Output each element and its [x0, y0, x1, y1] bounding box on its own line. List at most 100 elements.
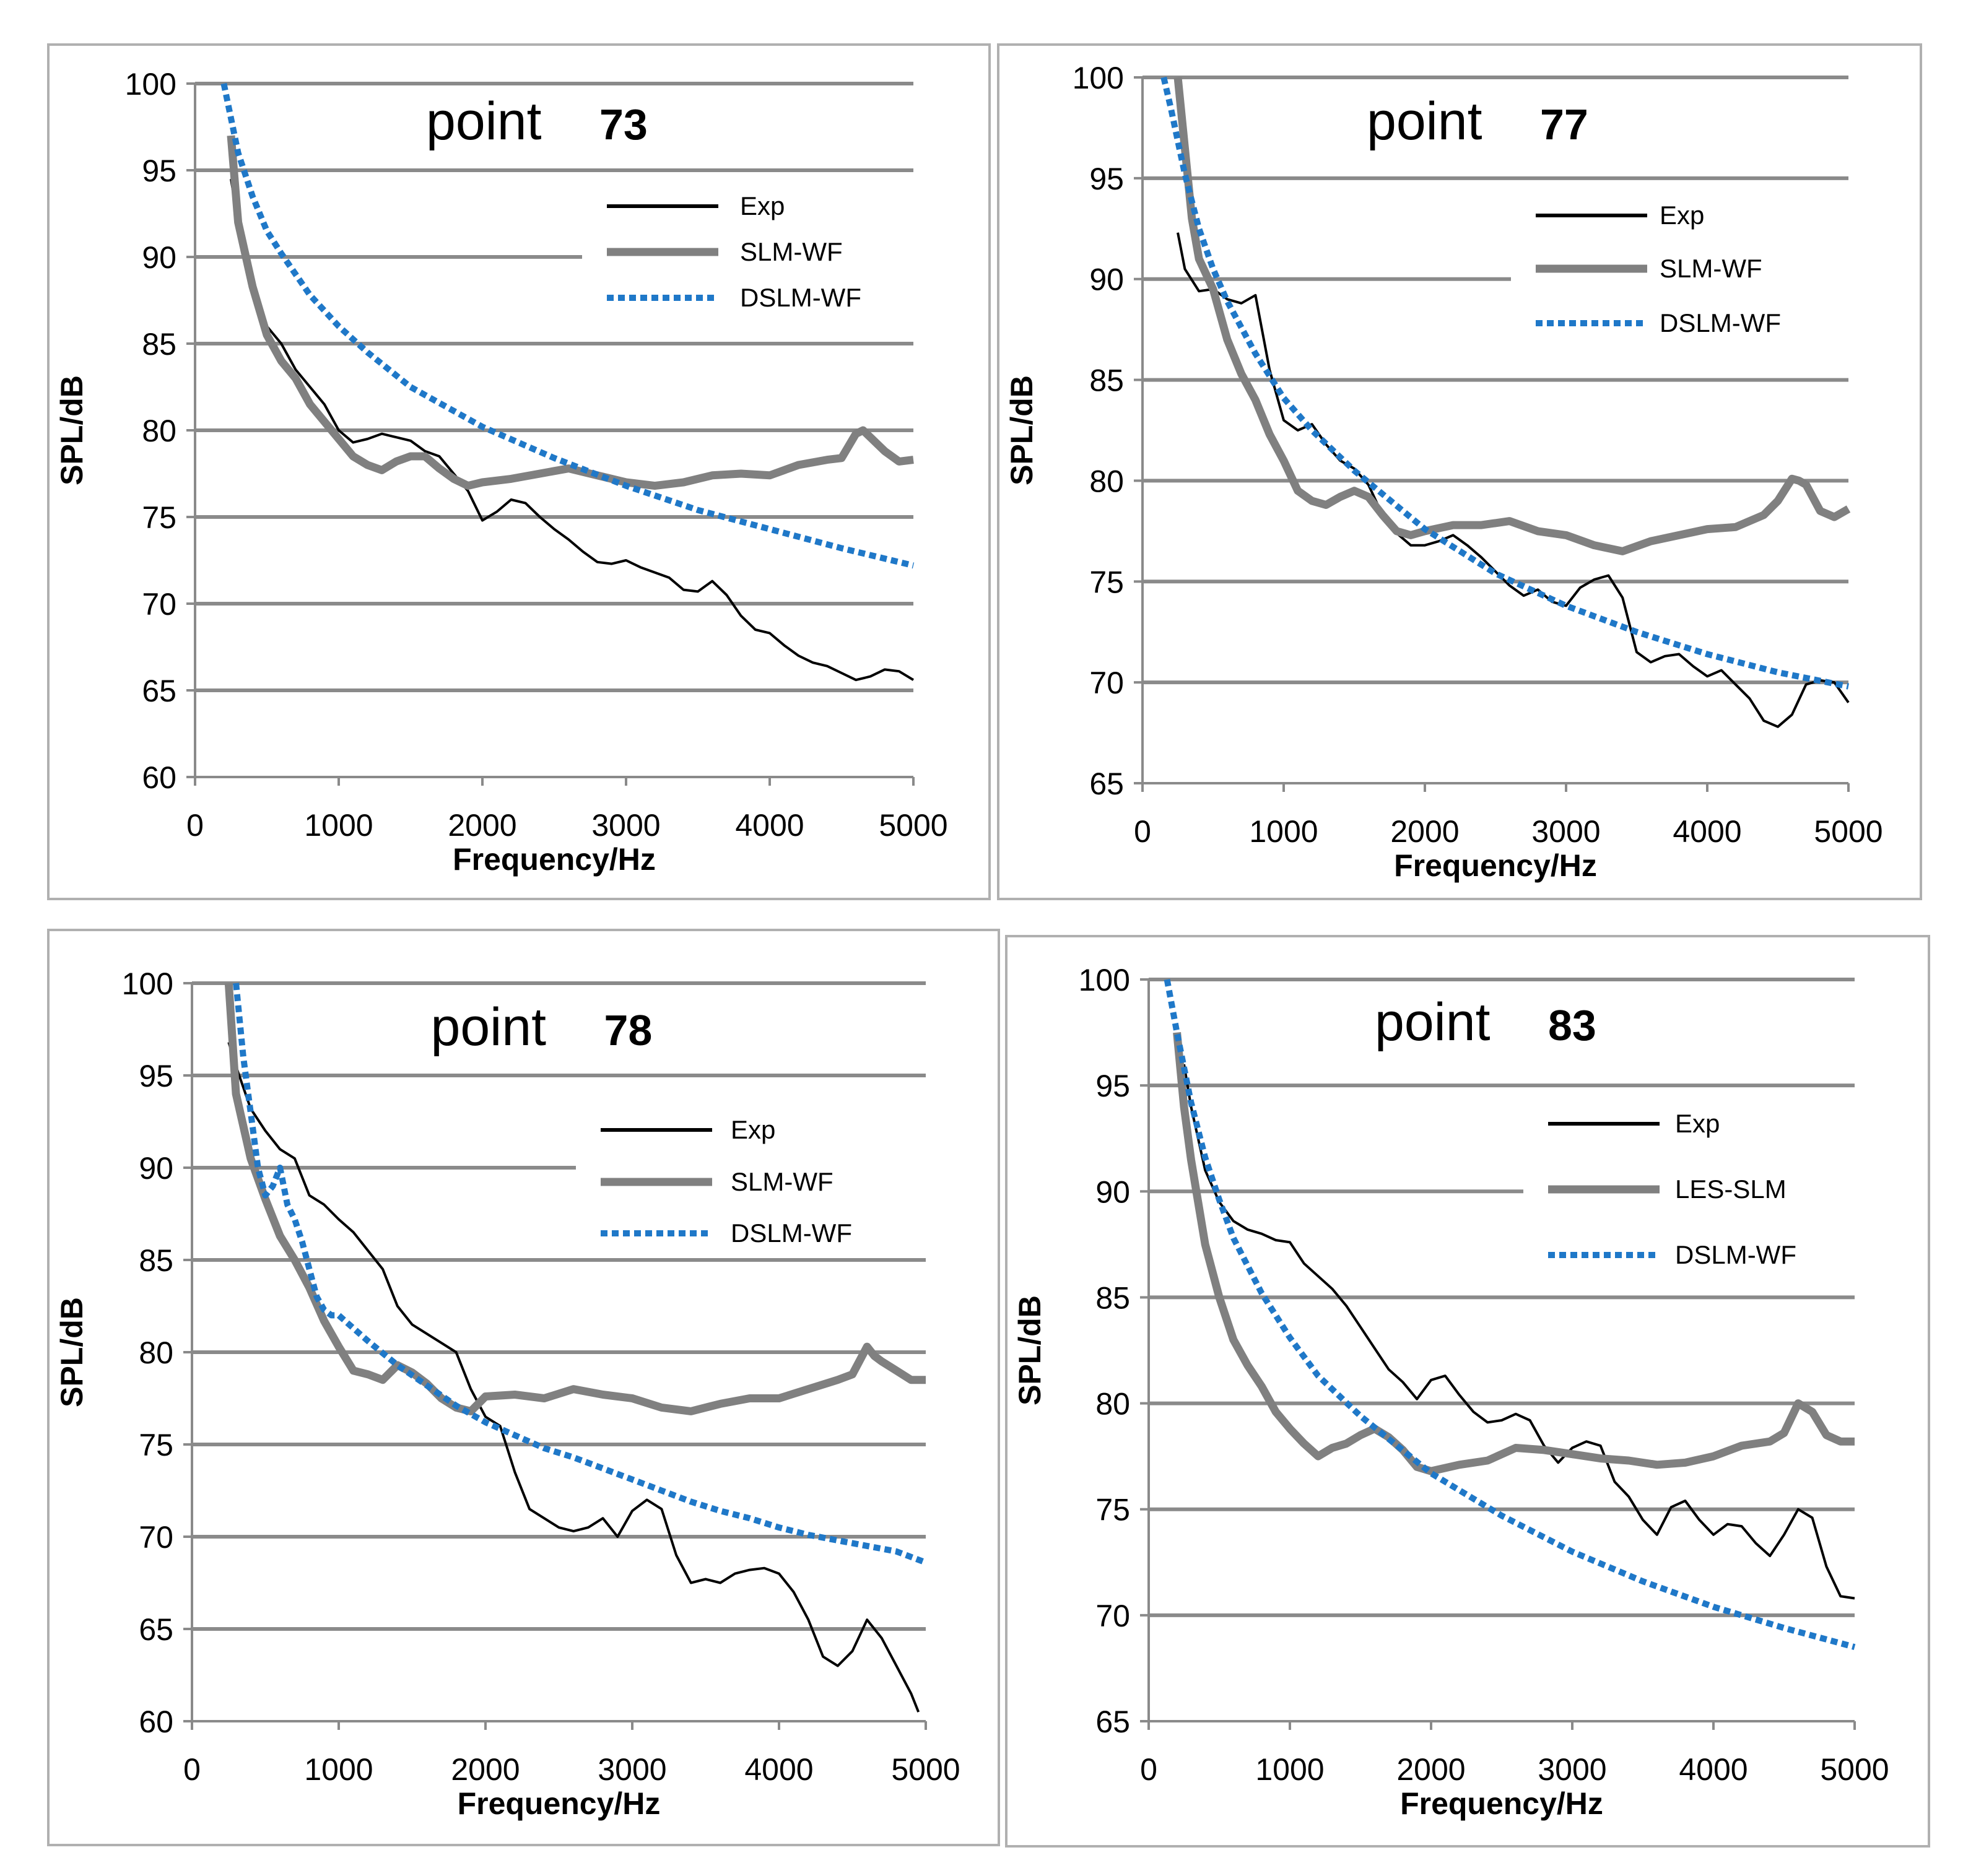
y-tick-label: 80	[1089, 464, 1124, 498]
y-tick-label: 60	[139, 1704, 173, 1739]
x-tick-label: 0	[183, 1752, 201, 1787]
series-line-dslm-wf	[1164, 979, 1856, 1651]
y-tick-label: 90	[1089, 263, 1124, 297]
chart-title-word: point	[1367, 92, 1482, 151]
y-tick-label: 70	[1089, 666, 1124, 700]
y-tick-label: 85	[142, 327, 176, 362]
chart-title-word: point	[431, 997, 547, 1057]
x-tick-label: 0	[186, 808, 204, 843]
x-tick-label: 2000	[1390, 814, 1459, 849]
y-tick-label: 65	[139, 1612, 173, 1647]
series-line-exp	[227, 1041, 920, 1713]
x-tick-label: 4000	[1679, 1752, 1748, 1787]
y-axis-label: SPL/dB	[54, 375, 89, 485]
y-tick-label: 95	[1089, 162, 1124, 196]
y-tick-label: 85	[1089, 363, 1124, 398]
y-tick-label: 90	[142, 240, 176, 275]
y-tick-label: 85	[1095, 1280, 1130, 1315]
panel-frame	[47, 43, 991, 900]
x-tick-label: 5000	[1814, 814, 1882, 849]
legend-label: Exp	[1660, 201, 1704, 230]
series-line-dslm-wf	[233, 983, 927, 1566]
legend-label: SLM-WF	[731, 1167, 834, 1196]
y-tick-label: 100	[125, 67, 176, 102]
series-line-dslm-wf	[1160, 76, 1849, 690]
y-tick-label: 80	[142, 414, 176, 448]
y-tick-label: 65	[1095, 1704, 1130, 1739]
y-tick-label: 65	[1089, 766, 1124, 801]
y-tick-label: 70	[1095, 1599, 1130, 1633]
y-tick-label: 100	[1073, 61, 1124, 95]
panel-frame	[997, 43, 1922, 900]
y-tick-label: 65	[142, 674, 176, 708]
x-tick-label: 0	[1134, 814, 1151, 849]
y-axis-label: SPL/dB	[1012, 1295, 1047, 1405]
x-tick-label: 0	[1140, 1752, 1157, 1787]
legend-label: Exp	[740, 191, 785, 220]
legend-label: SLM-WF	[740, 237, 843, 266]
legend-label: DSLM-WF	[740, 283, 861, 312]
y-tick-label: 95	[139, 1059, 173, 1093]
y-tick-label: 80	[1095, 1387, 1130, 1422]
y-tick-label: 75	[139, 1428, 173, 1462]
y-tick-label: 75	[142, 500, 176, 535]
y-tick-label: 80	[139, 1335, 173, 1370]
legend-label: Exp	[731, 1115, 775, 1144]
x-tick-label: 5000	[1820, 1752, 1889, 1787]
chart-title-number: 78	[604, 1006, 653, 1054]
x-tick-label: 2000	[448, 808, 516, 843]
chart-title-number: 83	[1548, 1001, 1596, 1049]
y-tick-label: 95	[1095, 1069, 1130, 1103]
x-tick-label: 2000	[451, 1752, 520, 1787]
y-tick-label: 90	[1095, 1175, 1130, 1209]
legend-label: DSLM-WF	[1675, 1240, 1796, 1269]
x-tick-label: 3000	[591, 808, 660, 843]
chart-title-word: point	[1375, 992, 1491, 1052]
legend-label: DSLM-WF	[1660, 308, 1781, 337]
y-tick-label: 90	[139, 1151, 173, 1186]
series-line-exp	[1177, 232, 1850, 728]
x-tick-label: 1000	[1249, 814, 1318, 849]
x-tick-label: 3000	[598, 1752, 666, 1787]
legend-label: DSLM-WF	[731, 1218, 852, 1248]
y-tick-label: 85	[139, 1243, 173, 1278]
legend-label: LES-SLM	[1675, 1175, 1787, 1204]
x-tick-label: 1000	[1255, 1752, 1324, 1787]
x-tick-label: 5000	[879, 808, 947, 843]
y-tick-label: 75	[1089, 565, 1124, 599]
panel-frame	[47, 929, 1000, 1846]
x-tick-label: 3000	[1531, 814, 1600, 849]
y-tick-label: 100	[1079, 963, 1130, 997]
series-line-slm-wf	[227, 135, 914, 490]
x-tick-label: 3000	[1538, 1752, 1606, 1787]
series-line-exp	[1183, 1064, 1855, 1600]
x-tick-label: 1000	[304, 808, 373, 843]
x-axis-label: Frequency/Hz	[1400, 1786, 1603, 1821]
series-line-exp	[230, 178, 915, 682]
y-tick-label: 95	[142, 154, 176, 188]
y-tick-label: 100	[122, 966, 173, 1001]
y-axis-label: SPL/dB	[1004, 375, 1039, 485]
legend-label: SLM-WF	[1660, 254, 1762, 283]
chart-title-number: 73	[599, 100, 648, 149]
x-axis-label: Frequency/Hz	[458, 1786, 661, 1821]
chart-title-word: point	[426, 92, 542, 151]
y-axis-label: SPL/dB	[54, 1297, 89, 1407]
y-tick-label: 60	[142, 760, 176, 795]
series-line-dslm-wf	[220, 82, 915, 569]
x-axis-label: Frequency/Hz	[1394, 848, 1597, 883]
series-line-slm-wf	[224, 983, 926, 1415]
y-tick-label: 70	[139, 1520, 173, 1555]
legend-label: Exp	[1675, 1109, 1720, 1138]
x-tick-label: 5000	[891, 1752, 960, 1787]
x-tick-label: 4000	[1673, 814, 1741, 849]
y-tick-label: 75	[1095, 1493, 1130, 1527]
x-tick-label: 4000	[735, 808, 804, 843]
x-tick-label: 1000	[304, 1752, 373, 1787]
x-tick-label: 2000	[1396, 1752, 1465, 1787]
